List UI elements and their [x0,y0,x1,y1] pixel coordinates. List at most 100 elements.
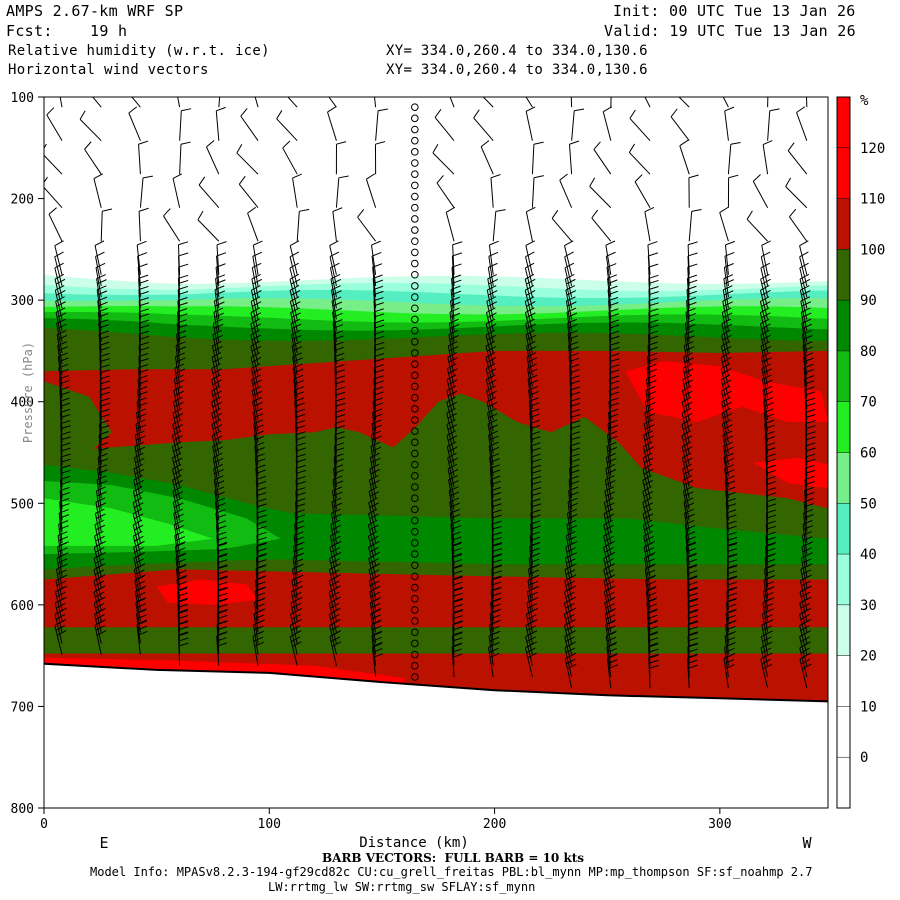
wind-barb-flag [766,503,777,508]
wind-barb-flag [330,519,341,526]
wind-barb-flag [688,620,699,625]
wind-barb-flag [763,614,773,620]
wind-barb-flag [217,575,228,580]
field-name-2: Horizontal wind vectors [8,62,209,78]
wind-barb-flag [134,441,145,447]
wind-barb-flag [609,313,619,318]
wind-barb-flag [763,592,774,597]
wind-barb-flag [688,610,698,614]
wind-barb-flag [805,469,816,474]
wind-barb-flag [452,241,463,246]
wind-barb-flag [488,262,498,268]
wind-barb-flag [138,274,149,279]
wind-barb-flag [93,586,104,593]
wind-barb-flag [178,631,189,636]
wind-barb-flag [726,498,736,503]
wind-barb-flag [727,543,738,547]
wind-barb-flag [99,358,110,363]
wind-barb-flag [644,446,654,453]
wind-barb-flag [296,469,307,474]
wind-barb-flag [644,419,654,425]
wind-barb-flag [766,525,777,530]
wind-barb-flag [490,587,501,592]
wind-barb-flag [727,553,738,558]
wind-barb-flag [289,273,299,280]
wind-barb-flag [212,368,223,374]
wind-barb-flag [472,77,477,86]
calm-circle [411,237,419,246]
wind-barb-flag [255,576,266,581]
wind-barb-flag [216,241,227,246]
wind-barb-shaft [375,110,379,141]
east-marker: E [99,834,108,852]
wind-barb-flag [686,547,697,553]
calm-circle [411,203,419,212]
wind-barb-flag [217,581,228,586]
wind-barb-flag [606,631,616,637]
wind-barb-flag [177,297,188,302]
wind-barb-flag [373,391,384,396]
wind-barb-flag [216,252,227,257]
wind-barb-flag [686,312,697,318]
wind-barb-flag [253,636,264,642]
wind-barb-flag [605,620,615,626]
wind-barb-flag [254,424,264,430]
wind-barb-flag [334,442,345,447]
wind-barb-flag [177,581,188,586]
wind-barb-flag [57,630,67,636]
wind-barb-flag [256,503,267,508]
wind-barb-flag [173,497,183,503]
wind-barb-flag [137,402,148,407]
wind-barb-flag [366,173,376,180]
wind-barb-flag [452,648,463,653]
wind-barb-flag [100,380,111,385]
wind-barb-flag [60,464,71,469]
wind-barb-flag [95,508,105,514]
wind-barb-flag [727,564,738,569]
wind-barb-flag [374,313,385,318]
wind-barb-shaft [44,186,63,209]
wind-barb-flag [252,368,262,374]
wind-barb-flag [726,592,737,597]
wind-barb-flag [93,173,103,180]
wind-barb-flag [212,424,223,430]
wind-barb-flag [59,368,69,374]
wind-barb-flag [607,285,618,291]
wind-barb-flag [139,319,150,324]
wind-barb-flag [531,503,542,508]
wind-barb-shaft [670,116,690,141]
wind-barb-flag [566,531,576,537]
wind-barb-flag [295,419,306,425]
wind-barb-flag [785,177,792,187]
wind-barb-flag [330,614,340,620]
wind-barb-shaft [678,97,690,108]
wind-barb-flag [762,368,773,374]
wind-barb-flag [374,369,385,374]
wind-barb-flag [683,486,693,492]
wind-barb-shaft [296,211,300,242]
wind-barb-flag [330,262,340,269]
wind-barb-flag [805,397,815,402]
wind-barb-flag [801,318,812,324]
wind-barb-flag [760,262,770,269]
rh-band-120-lower-patch [156,579,258,605]
wind-barb-flag [443,73,451,79]
wind-barb-flag [488,290,498,296]
wind-barb-flag [727,548,738,553]
wind-barb-flag [289,285,300,291]
wind-barb-flag [251,273,261,280]
wind-barb-flag [490,458,500,463]
calm-circle [411,148,419,156]
wind-barb-flag [684,520,695,525]
wind-barb-shaft [727,144,732,175]
wind-barb-flag [568,502,579,508]
wind-barb-flag [647,341,658,346]
wind-barb-flag [96,285,107,291]
wind-barb-flag [289,631,300,638]
wind-barb-flag [369,475,379,481]
wind-barb-flag [489,609,500,615]
wind-barb-flag [254,435,265,441]
wind-barb-flag [178,279,189,284]
wind-barb-flag [605,591,615,598]
wind-barb-shaft [723,267,729,298]
